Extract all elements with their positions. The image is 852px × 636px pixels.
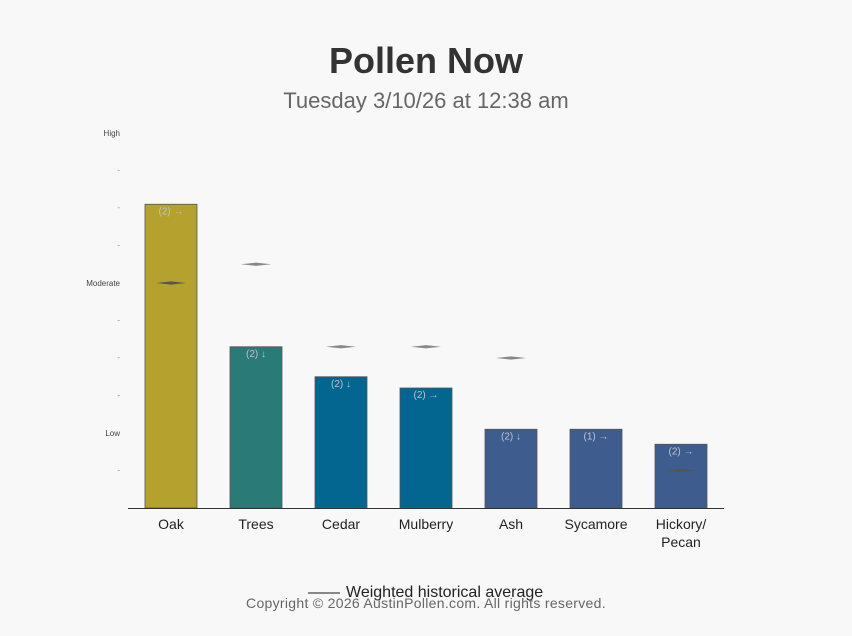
legend: Weighted historical average (308, 584, 543, 602)
x-tick-label-line: Cedar (322, 516, 360, 532)
average-marker-hickory-pecan (666, 468, 696, 473)
y-tick-minor: - (117, 166, 120, 175)
x-tick-label-line: Trees (238, 516, 273, 532)
x-tick-label-line: Oak (158, 516, 185, 532)
bar-label-oak: (2) → (159, 206, 184, 217)
bar-hickory-pecan (654, 443, 708, 509)
average-marker-ash (496, 356, 526, 360)
x-tick-label-mulberry: Mulberry (399, 516, 453, 532)
average-marker-trees (241, 262, 271, 266)
bar-label-cedar: (2) ↓ (331, 379, 351, 390)
x-tick-label-oak: Oak (158, 516, 185, 532)
average-marker-oak (156, 281, 186, 285)
y-tick-minor: - (117, 203, 120, 212)
average-marker-cedar (326, 345, 356, 349)
x-tick-label-ash: Ash (499, 516, 523, 532)
bar-label-mulberry: (2) → (414, 390, 439, 401)
y-axis: Low Moderate High - - - - - - - (86, 129, 120, 475)
chart-title: Pollen Now (328, 40, 523, 81)
legend-average-label: Weighted historical average (346, 584, 544, 601)
average-marker-mulberry (411, 345, 441, 349)
x-axis-labels: Oak Trees Cedar Mulberry Ash Sycamore Hickory/… (158, 516, 706, 550)
x-tick-label-sycamore: Sycamore (564, 516, 627, 532)
x-tick-label-line: Hickory/ (656, 516, 707, 532)
legend-average-swatch (308, 592, 340, 594)
y-tick-minor: - (117, 466, 120, 475)
copyright-text: Copyright © 2026 AustinPollen.com. All r… (246, 595, 606, 611)
y-tick-label-low: Low (105, 429, 120, 438)
x-tick-label-line: Ash (499, 516, 523, 532)
x-tick-label-cedar: Cedar (322, 516, 360, 532)
bar-label-hickory-pecan: (2) → (669, 446, 694, 457)
bars-group: (2) → (2) ↓ (2) ↓ (2) → (2) ↓ (1) → (2) → (144, 203, 708, 509)
bar-label-sycamore: (1) → (584, 431, 609, 442)
average-markers-group (156, 262, 696, 473)
bar-label-trees: (2) ↓ (246, 349, 266, 360)
y-tick-minor: - (117, 353, 120, 362)
bar-sycamore (569, 428, 623, 509)
x-tick-label-trees: Trees (238, 516, 273, 532)
chart-subtitle: Tuesday 3/10/26 at 12:38 am (283, 88, 569, 113)
y-tick-label-moderate: Moderate (86, 279, 120, 288)
y-tick-minor: - (117, 316, 120, 325)
x-tick-label-line: Sycamore (564, 516, 627, 532)
bar-cedar (314, 376, 368, 509)
y-tick-label-high: High (104, 129, 120, 138)
y-tick-minor: - (117, 241, 120, 250)
x-tick-label-line: Mulberry (399, 516, 453, 532)
bar-label-ash: (2) ↓ (501, 431, 521, 442)
x-tick-label-line: Pecan (661, 534, 701, 550)
bar-oak (144, 203, 198, 509)
bar-mulberry (399, 387, 453, 509)
x-tick-label-hickory-pecan: Hickory/Pecan (656, 516, 707, 550)
y-tick-minor: - (117, 391, 120, 400)
bar-trees (229, 346, 283, 509)
